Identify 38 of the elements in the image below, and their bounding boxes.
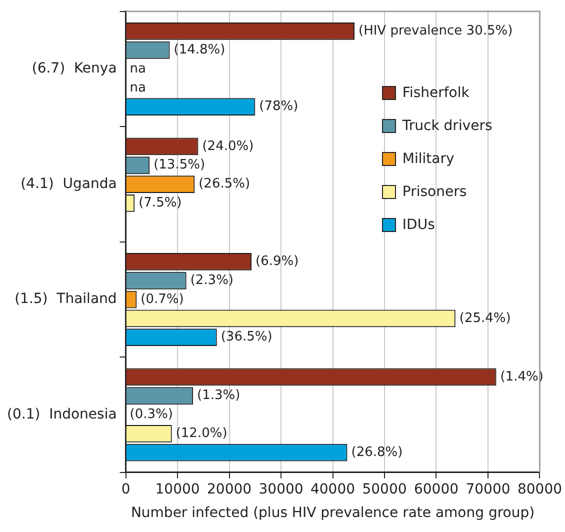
annotation: na — [130, 80, 146, 96]
legend-label: IDUs — [402, 216, 435, 233]
x-tick-label: 20000 — [207, 481, 252, 498]
annotation: (13.5%) — [154, 158, 206, 173]
annotation: (12.0%) — [176, 426, 228, 442]
annotation: (36.5%) — [220, 330, 272, 345]
legend-label: Prisoners — [402, 184, 467, 200]
x-tick-label: 80000 — [517, 481, 562, 498]
legend-label: Military — [402, 150, 454, 167]
x-tick-label: 40000 — [310, 481, 356, 498]
annotation: (HIV prevalence 30.5%) — [358, 24, 513, 39]
annotation: (26.8%) — [351, 444, 403, 460]
annotation: na — [130, 61, 146, 76]
annotation: (24.0%) — [202, 138, 254, 154]
annotation: (1.3%) — [197, 388, 240, 404]
y-tick-label: (6.7) Kenya — [32, 60, 117, 77]
annotation: (2.3%) — [190, 273, 234, 288]
annotation: (1.4%) — [500, 369, 544, 384]
x-tick-label: 30000 — [258, 481, 304, 498]
y-tick-label: (0.1) Indonesia — [6, 406, 117, 422]
annotation: (78%) — [259, 99, 298, 114]
annotation: (26.5%) — [198, 176, 250, 192]
x-axis-title: Number infected (plus HIV prevalence rate among group) — [130, 505, 535, 522]
y-tick-label: (1.5) Thailand — [14, 291, 117, 308]
annotation: (25.4%) — [459, 310, 511, 326]
x-tick-label: 0 — [121, 481, 130, 498]
legend-label: Truck drivers — [402, 118, 492, 134]
x-tick-label: 50000 — [362, 481, 407, 498]
annotation: (14.8%) — [174, 42, 226, 58]
legend-label: Fisherfolk — [402, 84, 470, 101]
annotation: (0.7%) — [140, 292, 184, 307]
annotation: (0.3%) — [130, 407, 173, 422]
x-tick-label: 10000 — [155, 481, 200, 498]
annotation: (6.9%) — [256, 254, 299, 270]
annotation: (7.5%) — [138, 196, 182, 211]
x-tick-label: 60000 — [414, 481, 459, 498]
x-tick-label: 70000 — [466, 481, 510, 498]
y-tick-label: (4.1) Uganda — [20, 176, 117, 192]
